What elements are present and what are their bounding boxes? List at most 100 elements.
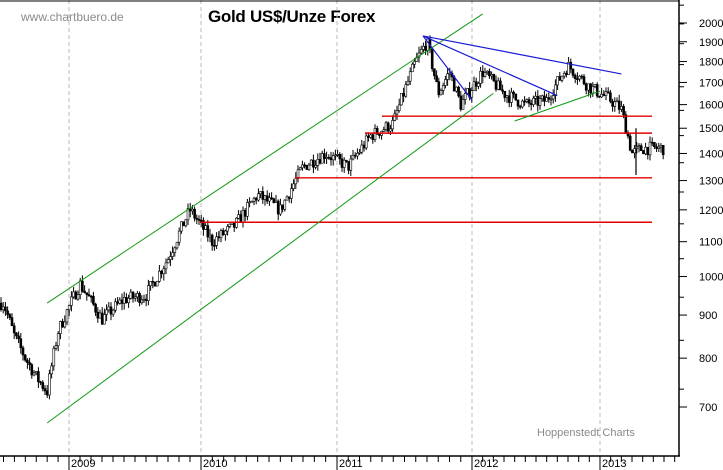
candle (202, 217, 205, 236)
candle (345, 159, 348, 163)
candle (648, 136, 652, 161)
candle (298, 166, 302, 171)
candle (591, 82, 595, 97)
y-tick-label: 1900 (699, 37, 723, 49)
candle (536, 90, 540, 112)
candle (294, 172, 298, 190)
candle (243, 208, 247, 222)
candle (562, 71, 566, 79)
y-tick-label: 1200 (699, 205, 723, 217)
candle (327, 154, 331, 160)
candle (164, 258, 168, 275)
candle (272, 197, 276, 204)
candle (257, 188, 260, 202)
candle (122, 291, 126, 310)
candle (549, 95, 553, 106)
candle (516, 99, 520, 110)
candle (422, 42, 425, 53)
candle (8, 312, 12, 321)
candle (362, 140, 366, 152)
candle (360, 140, 364, 155)
candle (184, 219, 188, 228)
candle (358, 148, 361, 155)
candle (408, 67, 412, 86)
candle (518, 104, 522, 110)
candle (565, 70, 568, 78)
candle (162, 265, 166, 281)
candle (639, 143, 643, 151)
candle (195, 214, 199, 225)
candle (15, 332, 18, 340)
candle (100, 307, 104, 326)
candle (292, 179, 295, 192)
candle (116, 297, 119, 306)
candle (492, 73, 496, 82)
candle (347, 161, 350, 175)
candle (248, 197, 251, 208)
watermark: www.chartbuero.de (21, 10, 124, 24)
candle (296, 165, 300, 183)
candle (107, 302, 111, 313)
candle (4, 302, 7, 316)
candle (239, 210, 243, 223)
candle (595, 82, 599, 99)
candle (646, 146, 650, 160)
candle (461, 94, 465, 110)
candle (109, 302, 113, 321)
candle (274, 194, 278, 203)
candle (169, 251, 172, 267)
candle (118, 297, 122, 305)
candle (620, 100, 623, 113)
candle (89, 294, 93, 303)
y-tick-label: 1400 (699, 148, 723, 160)
candle (87, 288, 91, 297)
candle (0, 297, 3, 312)
candle (474, 77, 478, 92)
candle (323, 148, 326, 164)
candle (114, 298, 117, 313)
candle (37, 367, 40, 389)
candle (76, 290, 80, 301)
candle (153, 281, 157, 287)
candle (325, 151, 328, 164)
candle (481, 65, 485, 84)
candle (307, 162, 311, 171)
candle (142, 294, 146, 303)
candle (10, 313, 14, 327)
candle (21, 345, 25, 361)
candle (441, 82, 445, 95)
candle (604, 87, 608, 101)
candle (171, 246, 174, 261)
candle (129, 289, 133, 300)
candle (589, 83, 592, 98)
candle (582, 74, 586, 86)
candle (334, 149, 337, 161)
candle (70, 291, 73, 312)
candle (505, 94, 509, 104)
candle (598, 95, 601, 98)
candle (384, 121, 388, 132)
candle (364, 132, 368, 151)
y-tick-label: 1300 (699, 176, 723, 188)
candle (342, 157, 346, 173)
x-tick-label-2011: 2011 (339, 458, 363, 470)
candle (120, 293, 124, 311)
candle (527, 96, 531, 108)
candle (85, 292, 89, 301)
candle (446, 67, 449, 86)
candle (19, 332, 23, 354)
candle (17, 331, 20, 343)
candle (331, 152, 335, 166)
candle (567, 56, 570, 75)
candle (309, 159, 313, 166)
candle (241, 206, 245, 228)
candle (488, 68, 491, 79)
candle (65, 308, 69, 326)
candle (631, 149, 634, 154)
candle (193, 206, 196, 222)
candle (125, 293, 128, 304)
candle (98, 309, 102, 319)
candle (551, 89, 555, 104)
candle (353, 152, 357, 159)
